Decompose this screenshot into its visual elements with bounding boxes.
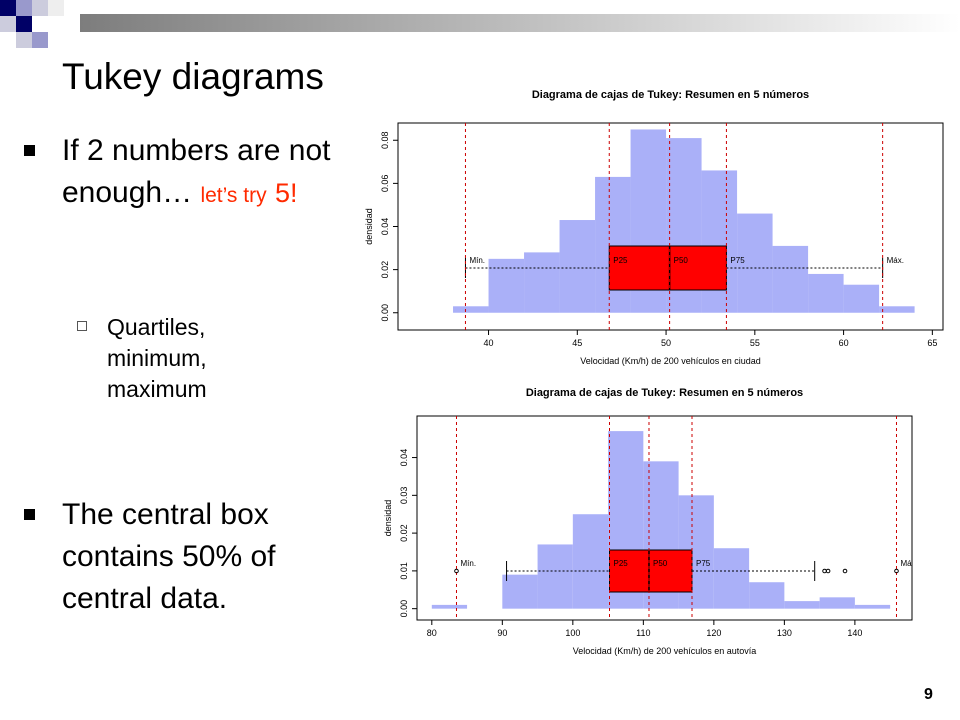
bullet-highlight: let’s try xyxy=(200,184,267,207)
x-tick-label: 140 xyxy=(847,628,862,638)
outlier xyxy=(454,568,459,574)
marker-label: P75 xyxy=(730,256,745,265)
y-tick-label: 0.03 xyxy=(399,487,409,505)
x-tick-label: 60 xyxy=(839,338,849,348)
bar xyxy=(572,514,609,609)
marker-label: P25 xyxy=(614,559,629,568)
bar xyxy=(431,604,468,609)
x-tick-label: 55 xyxy=(750,338,760,348)
chart-title: Diagrama de cajas de Tukey: Resumen en 5… xyxy=(526,387,803,399)
bar xyxy=(879,306,915,313)
bar xyxy=(701,170,738,313)
x-tick-label: 100 xyxy=(565,628,580,638)
bullet-text: If 2 numbers are not enough… xyxy=(62,134,331,209)
bullet: The central box contains 50% of central … xyxy=(24,494,362,620)
x-tick-label: 80 xyxy=(427,628,437,638)
x-tick-label: 50 xyxy=(661,338,671,348)
box xyxy=(609,549,693,593)
bar xyxy=(843,284,880,313)
bullet-highlight: 5! xyxy=(274,178,298,208)
bar xyxy=(854,604,891,609)
x-axis-label: Velocidad (Km/h) de 200 vehículos en aut… xyxy=(573,646,757,656)
outlier xyxy=(842,568,848,574)
marker-label: P25 xyxy=(613,256,628,265)
x-tick-label: 120 xyxy=(706,628,721,638)
x-tick-label: 130 xyxy=(777,628,792,638)
marker-label: P75 xyxy=(696,559,711,568)
y-tick-label: 0.02 xyxy=(399,524,409,542)
x-tick-label: 45 xyxy=(572,338,582,348)
bar xyxy=(595,176,631,313)
y-tick-label: 0.00 xyxy=(399,600,409,618)
bar xyxy=(453,306,489,313)
marker-label: Má xyxy=(900,559,912,568)
marker-label: Máx. xyxy=(887,256,904,265)
bar xyxy=(524,252,560,313)
decoration xyxy=(0,0,960,48)
y-tick-label: 0.06 xyxy=(380,175,390,193)
bar xyxy=(784,601,820,609)
page-number: 9 xyxy=(924,686,933,703)
y-tick-label: 0.00 xyxy=(380,304,390,322)
y-tick-label: 0.04 xyxy=(380,218,390,236)
x-axis-label: Velocidad (Km/h) de 200 vehículos en ciu… xyxy=(580,356,761,366)
x-tick-label: 65 xyxy=(927,338,937,348)
slide-title: Tukey diagrams xyxy=(62,56,324,97)
y-tick-label: 0.08 xyxy=(380,131,390,149)
bar xyxy=(713,548,750,609)
chart-title: Diagrama de cajas de Tukey: Resumen en 5… xyxy=(532,89,809,101)
y-tick-label: 0.01 xyxy=(399,562,409,580)
y-axis-label: densidad xyxy=(383,500,393,537)
marker-label: P50 xyxy=(653,559,668,568)
bar xyxy=(537,544,573,609)
marker-label: P50 xyxy=(674,256,689,265)
bar xyxy=(808,273,844,313)
bar xyxy=(559,220,596,313)
y-tick-label: 0.02 xyxy=(380,261,390,279)
x-tick-label: 90 xyxy=(497,628,507,638)
bar xyxy=(819,597,855,609)
x-tick-label: 40 xyxy=(484,338,494,348)
bar xyxy=(737,213,773,313)
y-tick-label: 0.04 xyxy=(399,449,409,467)
sub-bullet: Quartiles, minimum, maximum xyxy=(77,312,307,405)
plot-frame xyxy=(416,415,913,621)
bar xyxy=(488,258,525,313)
bar xyxy=(772,245,809,313)
bullet: If 2 numbers are not enough… let’s try 5… xyxy=(24,130,362,217)
outlier xyxy=(894,568,899,574)
outlier xyxy=(825,568,831,574)
marker-label: Mín. xyxy=(460,559,476,568)
x-tick-label: 110 xyxy=(636,628,650,638)
y-axis-label: densidad xyxy=(364,208,374,245)
bar xyxy=(502,574,538,609)
marker-label: Mín. xyxy=(469,256,485,265)
bar xyxy=(749,582,785,609)
box xyxy=(608,245,727,291)
